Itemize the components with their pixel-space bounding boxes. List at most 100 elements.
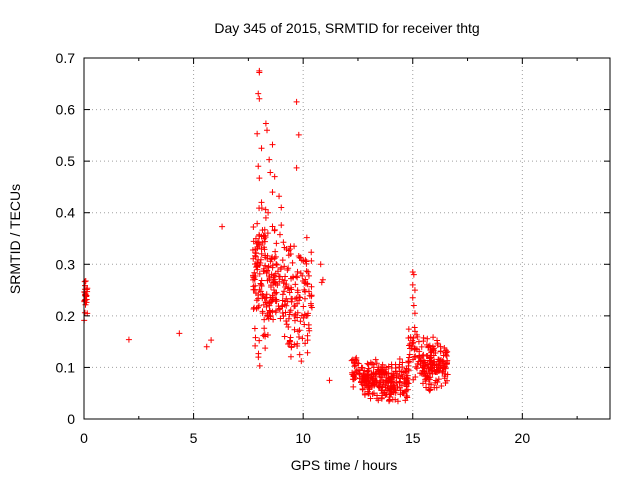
y-tick-label: 0.1 [56,359,76,375]
data-point [293,273,300,280]
data-point [82,291,89,298]
data-point [269,189,276,196]
data-point [287,307,294,314]
y-tick-label: 0.4 [56,205,76,221]
data-point [269,223,276,230]
data-point [262,262,269,269]
data-point [261,316,268,323]
data-point [437,357,444,364]
data-point [253,297,260,304]
data-point [416,353,423,360]
data-point [252,246,259,253]
data-point [399,364,406,371]
data-point [285,252,292,259]
data-point [420,362,427,369]
data-point [406,358,413,365]
data-point [387,375,394,382]
data-point [365,367,372,374]
data-point [370,390,377,397]
data-point [252,235,259,242]
data-point [392,386,399,393]
data-point [428,349,435,356]
data-point [411,353,418,360]
data-point [410,302,417,309]
data-point [352,362,359,369]
data-point [253,305,260,312]
data-point [396,356,403,363]
data-point [303,268,310,275]
data-point [394,370,401,377]
data-point [300,303,307,310]
data-point [252,282,259,289]
data-point [258,199,265,206]
data-point [299,272,306,279]
data-point [438,383,445,390]
data-point [254,130,261,137]
data-point [257,256,264,263]
data-point [260,332,267,339]
data-point [256,337,263,344]
data-point [410,339,417,346]
data-point [269,141,276,148]
data-point [396,384,403,391]
data-point [258,283,265,290]
data-point [84,310,91,317]
data-point [262,206,269,213]
data-point [264,230,271,237]
data-point [307,300,314,307]
data-point [357,378,364,385]
data-point [278,204,285,211]
data-point [385,385,392,392]
data-point [262,345,269,352]
data-point [430,334,437,341]
data-point [256,242,263,249]
data-point [351,363,358,370]
axis-ticks: 0 0.1 0.2 0.3 0.4 0.5 0.6 0.7 0 5 10 15 20 [56,50,610,446]
data-point [426,387,433,394]
data-point [261,238,268,245]
data-point [358,364,365,371]
data-point [287,353,294,360]
y-tick-label: 0 [67,411,75,427]
data-point [437,348,444,355]
data-point [271,226,278,233]
data-point [443,377,450,384]
data-point [285,285,292,292]
x-tick-label: 0 [80,430,88,446]
data-point [419,359,426,366]
data-point [279,291,286,298]
data-point [364,360,371,367]
data-point [294,274,301,281]
data-point [417,370,424,377]
data-point [296,327,303,334]
data-point [409,340,416,347]
data-point [373,360,380,367]
data-point [262,214,269,221]
data-point [373,395,380,402]
data-point [286,289,293,296]
data-point [280,313,287,320]
data-point [385,363,392,370]
data-point [266,308,273,315]
data-point [261,325,268,332]
data-point [306,327,313,334]
x-tick-label: 5 [190,430,198,446]
data-point [365,361,372,368]
data-point [305,272,312,279]
data-point [369,376,376,383]
grid-layer [84,58,610,419]
data-point [281,288,288,295]
x-tick-label: 10 [295,430,311,446]
data-point [429,361,436,368]
data-point [262,254,269,261]
data-point [256,175,263,182]
data-point [298,257,305,264]
data-point [435,376,442,383]
data-point [259,239,266,246]
data-point [381,371,388,378]
data-point [436,358,443,365]
data-point [293,98,300,105]
data-point [361,376,368,383]
data-point [410,356,417,363]
data-point [250,274,257,281]
